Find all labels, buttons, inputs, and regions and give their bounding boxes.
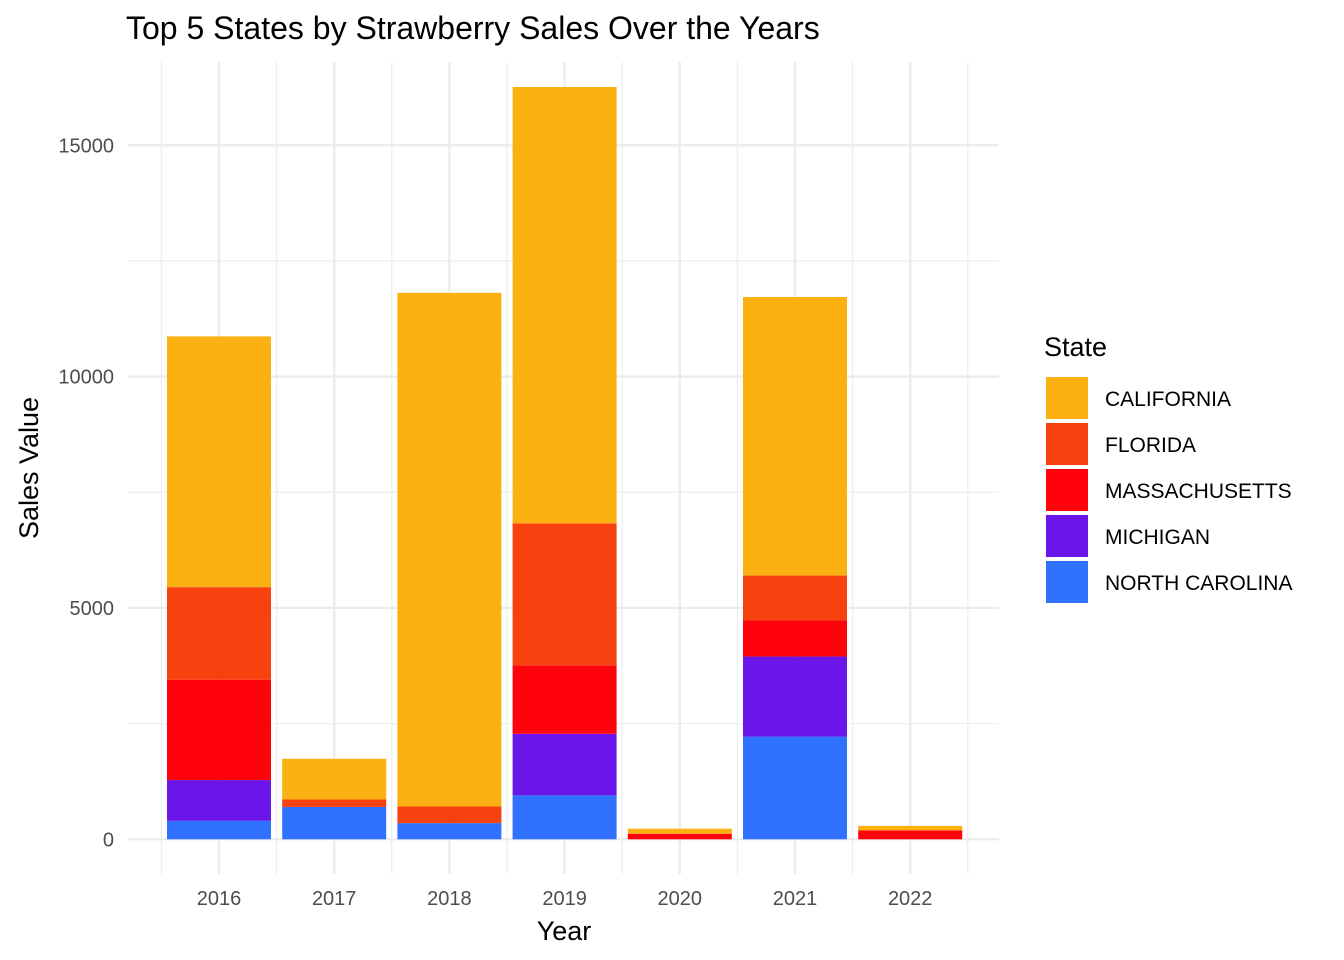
x-tick-label: 2022 xyxy=(888,888,933,910)
bar-2019-massachusetts xyxy=(512,665,617,734)
y-tick-label: 0 xyxy=(103,829,114,851)
bar-2017-california xyxy=(282,758,387,800)
bar-2022-massachusetts xyxy=(858,830,963,840)
bar-2019-florida xyxy=(512,523,617,666)
y-axis-title: Sales Value xyxy=(14,397,44,539)
legend: State CALIFORNIA FLORIDA MASSACHUSETTS MICH… xyxy=(1044,332,1292,603)
x-tick-label: 2018 xyxy=(427,888,472,910)
legend-key-north-carolina xyxy=(1046,561,1088,603)
legend-key-florida xyxy=(1046,423,1088,465)
bar-2021-massachusetts xyxy=(743,620,847,657)
x-tick-label: 2017 xyxy=(312,888,357,910)
x-axis-title: Year xyxy=(537,916,592,946)
legend-label: NORTH CAROLINA xyxy=(1105,572,1292,595)
x-tick-label: 2020 xyxy=(658,888,703,910)
bar-2016-california xyxy=(167,336,271,588)
chart-title: Top 5 States by Strawberry Sales Over th… xyxy=(126,10,820,46)
bar-2020-california xyxy=(627,828,732,834)
legend-label: MASSACHUSETTS xyxy=(1105,480,1292,503)
legend-key-california xyxy=(1046,377,1088,419)
x-tick-label: 2021 xyxy=(773,888,818,910)
bar-2016-michigan xyxy=(167,780,271,821)
legend-label: CALIFORNIA xyxy=(1105,388,1231,411)
axes: 0 5000 10000 15000 2016 2017 2018 2019 2020 2021 2… xyxy=(58,135,932,910)
bar-2021-north-carolina xyxy=(743,736,847,840)
legend-key-michigan xyxy=(1046,515,1088,557)
legend-key-massachusetts xyxy=(1046,469,1088,511)
bars xyxy=(167,86,963,840)
bar-2022-california xyxy=(858,825,963,831)
bar-2019-north-carolina xyxy=(512,795,617,840)
bar-2017-florida xyxy=(282,799,387,807)
legend-title: State xyxy=(1044,332,1107,362)
bar-2021-california xyxy=(743,297,847,576)
bar-2018-north-carolina xyxy=(397,823,502,840)
legend-label: MICHIGAN xyxy=(1105,526,1210,549)
x-tick-label: 2016 xyxy=(197,888,242,910)
bar-2016-massachusetts xyxy=(167,679,271,781)
x-tick-label: 2019 xyxy=(542,888,587,910)
y-tick-label: 5000 xyxy=(70,598,115,620)
bar-2018-florida xyxy=(397,806,502,824)
bar-2021-florida xyxy=(743,575,847,621)
bar-2021-michigan xyxy=(743,656,847,737)
y-tick-label: 15000 xyxy=(58,135,114,157)
legend-label: FLORIDA xyxy=(1105,434,1196,457)
bar-2019-california xyxy=(512,86,617,524)
bar-2016-north-carolina xyxy=(167,820,271,840)
bar-2016-florida xyxy=(167,587,271,680)
bar-2018-california xyxy=(397,292,502,807)
bar-2019-michigan xyxy=(512,733,617,796)
bar-2017-north-carolina xyxy=(282,806,387,840)
bar-2020-massachusetts xyxy=(627,833,732,840)
y-tick-label: 10000 xyxy=(58,367,114,389)
